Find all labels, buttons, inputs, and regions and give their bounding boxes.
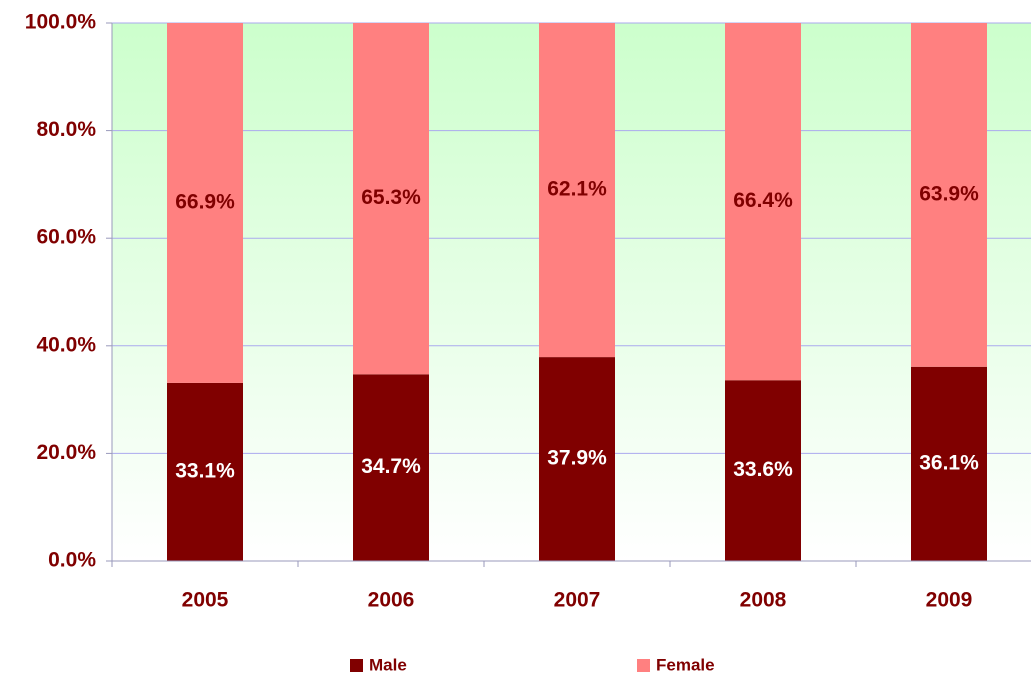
bar-segment [539, 357, 615, 561]
data-label: 63.9% [919, 182, 979, 205]
data-label: 37.9% [547, 447, 607, 470]
bar-segment [911, 366, 987, 561]
bar-segment [539, 23, 615, 358]
legend-label: Female [656, 655, 715, 674]
legend-label: Male [369, 655, 407, 674]
y-tick-label: 80.0% [36, 118, 96, 141]
data-label: 65.3% [361, 186, 421, 209]
legend-swatch [350, 659, 363, 672]
data-label: 66.4% [733, 189, 793, 212]
x-tick-label: 2007 [554, 589, 601, 612]
y-tick-label: 100.0% [25, 11, 97, 34]
data-label: 62.1% [547, 178, 607, 201]
bar-segment [167, 382, 243, 561]
y-tick-label: 0.0% [48, 549, 96, 572]
bar-segment [911, 23, 987, 367]
x-tick-label: 2005 [182, 589, 229, 612]
data-label: 33.6% [733, 458, 793, 481]
bar-segment [725, 23, 801, 381]
bar-segment [725, 380, 801, 561]
data-label: 66.9% [175, 191, 235, 214]
x-tick-label: 2006 [368, 589, 415, 612]
data-label: 36.1% [919, 451, 979, 474]
x-tick-label: 2009 [926, 589, 973, 612]
y-tick-label: 60.0% [36, 226, 96, 249]
bar-segment [353, 23, 429, 375]
data-label: 34.7% [361, 455, 421, 478]
legend-swatch [637, 659, 650, 672]
y-tick-label: 20.0% [36, 441, 96, 464]
x-tick-label: 2008 [740, 589, 787, 612]
bar-segment [167, 23, 243, 383]
y-tick-label: 40.0% [36, 333, 96, 356]
data-label: 33.1% [175, 460, 235, 483]
bar-segment [353, 374, 429, 561]
